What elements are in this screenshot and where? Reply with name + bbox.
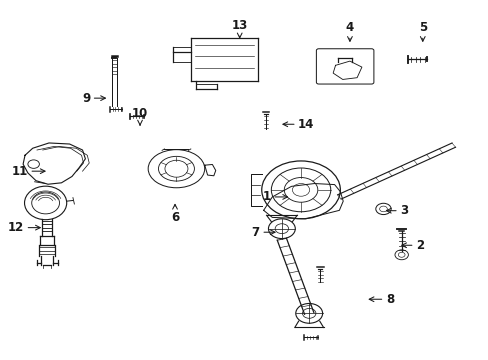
Text: 8: 8 [368,293,393,306]
Text: 9: 9 [82,92,105,105]
Text: 6: 6 [170,204,179,224]
Text: 13: 13 [231,19,247,38]
Text: 12: 12 [8,221,40,234]
Text: 3: 3 [386,204,407,217]
Text: 4: 4 [345,21,353,41]
Text: 1: 1 [262,190,287,203]
Text: 14: 14 [283,118,314,131]
Text: 10: 10 [132,107,148,125]
Text: 7: 7 [251,226,274,239]
Text: 5: 5 [418,21,426,41]
Text: 11: 11 [12,165,45,178]
Text: 2: 2 [401,239,423,252]
